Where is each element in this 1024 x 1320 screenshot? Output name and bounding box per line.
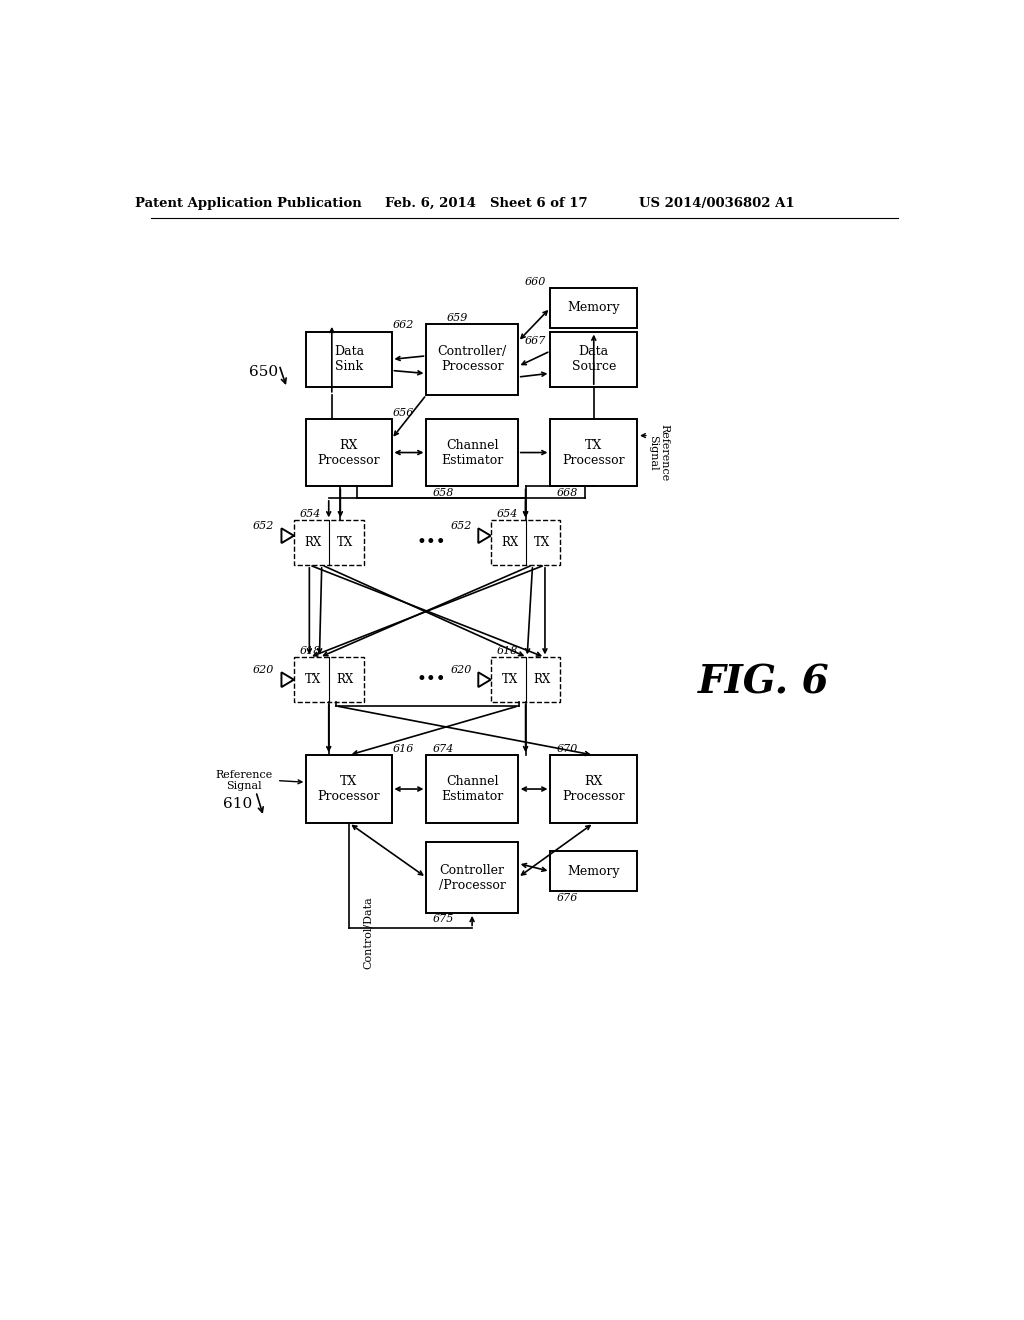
Text: Patent Application Publication: Patent Application Publication xyxy=(135,197,361,210)
Text: 650: 650 xyxy=(249,366,279,379)
Bar xyxy=(550,755,637,822)
Text: Memory: Memory xyxy=(567,865,621,878)
Text: 652: 652 xyxy=(253,521,274,532)
Text: Feb. 6, 2014: Feb. 6, 2014 xyxy=(385,197,476,210)
Text: 668: 668 xyxy=(557,487,578,498)
Text: 674: 674 xyxy=(432,744,454,754)
Text: TX
Processor: TX Processor xyxy=(317,775,380,803)
Text: Control/Data: Control/Data xyxy=(364,896,374,969)
Text: Channel
Estimator: Channel Estimator xyxy=(441,775,503,803)
Text: US 2014/0036802 A1: US 2014/0036802 A1 xyxy=(639,197,795,210)
Bar xyxy=(490,657,560,702)
Text: TX: TX xyxy=(502,673,518,686)
Text: Controller
/Processor: Controller /Processor xyxy=(438,863,506,891)
Bar xyxy=(294,520,364,565)
Text: 654: 654 xyxy=(300,510,322,519)
Text: 667: 667 xyxy=(525,335,547,346)
Text: FIG. 6: FIG. 6 xyxy=(697,663,829,701)
Text: Data
Source: Data Source xyxy=(571,346,616,374)
Text: TX: TX xyxy=(304,673,321,686)
Text: 620: 620 xyxy=(253,665,274,675)
Bar xyxy=(550,851,637,891)
Text: Channel
Estimator: Channel Estimator xyxy=(441,438,503,466)
Text: RX: RX xyxy=(534,673,550,686)
Text: •••: ••• xyxy=(417,535,446,552)
Text: 620: 620 xyxy=(451,665,472,675)
Bar xyxy=(306,418,391,487)
Text: TX: TX xyxy=(534,536,550,549)
Text: 618: 618 xyxy=(300,647,322,656)
Bar xyxy=(426,842,518,913)
Text: 675: 675 xyxy=(432,915,454,924)
Bar xyxy=(550,331,637,387)
Bar xyxy=(426,755,518,822)
Text: 676: 676 xyxy=(557,892,578,903)
Bar xyxy=(306,755,391,822)
Text: 670: 670 xyxy=(557,744,578,754)
Text: TX: TX xyxy=(337,536,353,549)
Text: 659: 659 xyxy=(446,313,468,323)
Text: RX: RX xyxy=(336,673,353,686)
Text: RX: RX xyxy=(304,536,322,549)
Text: Controller/
Processor: Controller/ Processor xyxy=(437,346,507,374)
Text: Reference
Signal: Reference Signal xyxy=(648,424,670,482)
Text: 618: 618 xyxy=(497,647,518,656)
Text: Data
Sink: Data Sink xyxy=(334,346,364,374)
Bar xyxy=(426,418,518,487)
Bar xyxy=(550,288,637,327)
Text: 616: 616 xyxy=(393,744,415,754)
Text: Reference
Signal: Reference Signal xyxy=(216,770,273,792)
Text: 660: 660 xyxy=(525,277,547,286)
Text: RX
Processor: RX Processor xyxy=(562,775,625,803)
Text: 662: 662 xyxy=(393,321,415,330)
Text: TX
Processor: TX Processor xyxy=(562,438,625,466)
Bar xyxy=(294,657,364,702)
Text: Sheet 6 of 17: Sheet 6 of 17 xyxy=(489,197,588,210)
Bar xyxy=(306,331,391,387)
Bar xyxy=(550,418,637,487)
Text: RX: RX xyxy=(501,536,518,549)
Text: 652: 652 xyxy=(451,521,472,532)
Bar xyxy=(490,520,560,565)
Text: 610: 610 xyxy=(223,797,253,810)
Text: 656: 656 xyxy=(393,408,415,417)
Text: RX
Processor: RX Processor xyxy=(317,438,380,466)
Bar xyxy=(426,323,518,395)
Text: 654: 654 xyxy=(497,510,518,519)
Text: Memory: Memory xyxy=(567,301,621,314)
Text: 658: 658 xyxy=(432,487,454,498)
Text: •••: ••• xyxy=(417,671,446,688)
